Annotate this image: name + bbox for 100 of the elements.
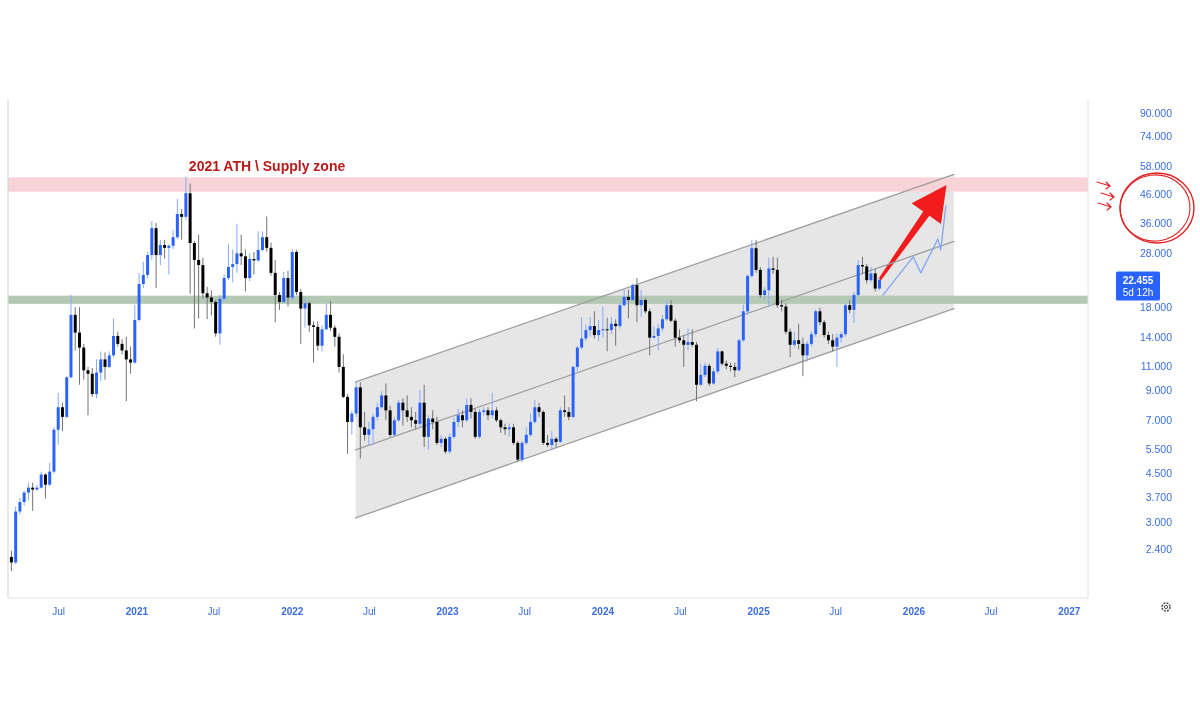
candlestick [197, 234, 201, 319]
candlestick [146, 251, 150, 279]
candlestick [665, 299, 669, 322]
x-tick-label: 2023 [436, 605, 460, 617]
y-tick-label: 14.000 [1139, 330, 1173, 343]
candlestick [90, 367, 94, 398]
candlestick [431, 409, 435, 430]
candlestick [716, 347, 720, 375]
x-tick-label: Jul [362, 605, 376, 617]
candlestick [222, 273, 226, 302]
candlestick [520, 440, 524, 463]
candlestick [801, 337, 805, 377]
candlestick [141, 261, 145, 289]
x-tick-label: Jul [984, 605, 998, 617]
candlestick [533, 399, 537, 425]
candlestick [256, 230, 260, 263]
candlestick [392, 416, 396, 438]
candlestick [588, 316, 592, 338]
y-tick-label: 28.000 [1139, 247, 1173, 260]
candlestick [48, 462, 52, 487]
candlestick [260, 230, 264, 252]
candlestick [397, 399, 401, 423]
candlestick [120, 338, 124, 355]
candlestick [163, 239, 167, 260]
y-tick-label: 4.500 [1145, 467, 1173, 480]
y-tick-label: 18.000 [1139, 300, 1173, 313]
candlestick [580, 316, 584, 350]
candlestick [456, 408, 460, 428]
candlestick [175, 198, 179, 240]
candlestick [852, 291, 856, 324]
x-tick-label: 2024 [591, 605, 615, 617]
candlestick [635, 277, 639, 323]
candlestick [699, 363, 703, 387]
x-tick-label: Jul [673, 605, 687, 617]
candlestick [805, 340, 809, 363]
candlestick [435, 416, 439, 446]
candlestick [426, 414, 430, 450]
candlestick [231, 248, 235, 283]
x-tick-label: Jul [829, 605, 843, 617]
candlestick [303, 296, 307, 329]
candlestick [465, 397, 469, 423]
text: 22.455 [1122, 274, 1154, 286]
candlestick [469, 397, 473, 420]
candlestick [409, 406, 413, 428]
candlestick [554, 436, 558, 448]
candlestick [707, 363, 711, 387]
band-label: 2021 ATH \ Supply zone [188, 158, 346, 175]
y-tick-label: 90.000 [1139, 106, 1173, 119]
candlestick [129, 346, 133, 375]
candlestick [333, 324, 337, 348]
candlestick [363, 411, 367, 442]
text: 5d 12h [1122, 286, 1154, 298]
y-tick-label: 9.000 [1145, 383, 1173, 396]
candlestick [384, 382, 388, 421]
y-tick-label: 3.700 [1145, 491, 1173, 504]
x-tick-label: 2027 [1058, 605, 1081, 617]
candlestick [814, 308, 818, 338]
candlestick [171, 229, 175, 250]
candlestick [652, 325, 656, 340]
candlestick [316, 320, 320, 351]
candlestick [78, 306, 81, 386]
candlestick [9, 550, 13, 572]
candlestick [618, 302, 622, 329]
x-tick-label: 2022 [281, 605, 304, 617]
candlestick [329, 300, 333, 332]
candlestick [550, 430, 554, 450]
candlestick [56, 392, 60, 446]
candlestick [626, 289, 630, 319]
candlestick [597, 319, 601, 342]
candlestick [243, 248, 247, 292]
candlestick [490, 392, 494, 420]
y-tick-label: 74.000 [1139, 130, 1173, 143]
candlestick [512, 423, 516, 446]
candlestick [537, 402, 541, 418]
candlestick [43, 472, 47, 500]
candlestick [592, 310, 596, 340]
candlestick [265, 216, 269, 253]
candlestick [158, 239, 162, 266]
candlestick [563, 394, 567, 418]
y-tick-label: 3.000 [1145, 516, 1173, 529]
y-tick-label: 36.000 [1139, 217, 1173, 230]
candlestick [371, 413, 375, 446]
candlestick [273, 259, 277, 323]
candlestick [299, 288, 303, 345]
x-tick-label: 2026 [902, 605, 926, 617]
candlestick [60, 402, 64, 432]
line-series [882, 205, 947, 296]
candlestick [835, 332, 839, 368]
candlestick [448, 432, 452, 455]
candlestick [312, 320, 316, 364]
candlestick [682, 334, 686, 368]
candlestick [124, 336, 128, 402]
x-tick-label: 2025 [747, 605, 771, 617]
x-tick-label: 2021 [125, 605, 149, 617]
candlestick [235, 223, 239, 274]
candlestick [673, 317, 677, 348]
candlestick [239, 234, 243, 266]
candlestick [401, 397, 405, 427]
candlestick [767, 257, 771, 308]
candlestick [307, 300, 311, 333]
